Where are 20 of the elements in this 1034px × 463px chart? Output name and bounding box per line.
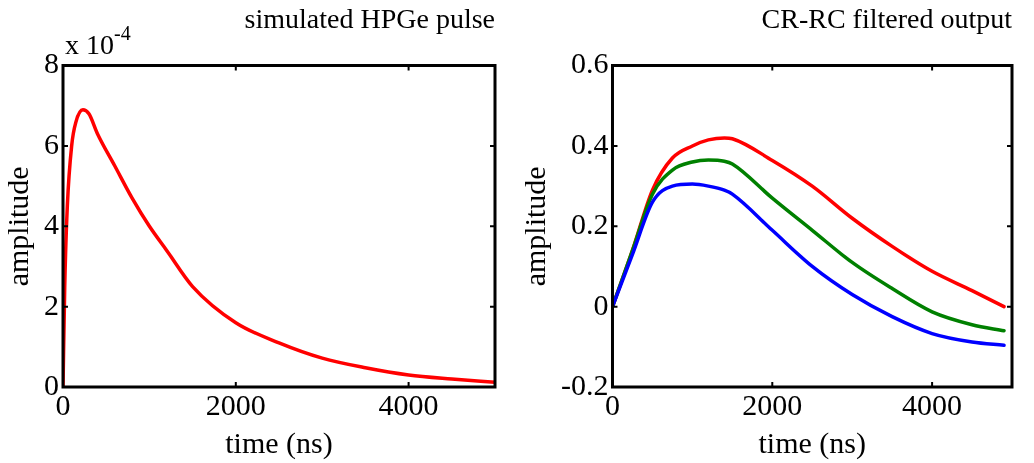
x-axis-title: time (ns) <box>758 425 866 460</box>
x-tick-label: 4000 <box>902 387 963 421</box>
line-series <box>612 182 1006 347</box>
line-series <box>63 108 495 387</box>
y-tick-label: 4 <box>44 207 59 241</box>
y-tick-label: 2 <box>44 287 59 321</box>
y-tick-label: 0 <box>593 287 609 321</box>
x-tick-label: 4000 <box>378 387 439 421</box>
y-axis-title: amplitude <box>0 166 34 287</box>
chart-title: CR-RC filtered output <box>761 3 1013 35</box>
chart-title: simulated HPGe pulse <box>244 3 495 35</box>
x-tick-label: 2000 <box>742 387 803 421</box>
x-axis-title: time (ns) <box>225 425 333 460</box>
y-tick-label: 0.4 <box>570 126 609 160</box>
y-tick-label: 0.2 <box>570 207 609 241</box>
y-tick-label: 0.6 <box>570 46 609 80</box>
x-tick-label: 2000 <box>205 387 266 421</box>
y-tick-label: 8 <box>44 46 59 80</box>
y-tick-label: 6 <box>44 126 59 160</box>
y-axis-title: amplitude <box>517 166 551 287</box>
